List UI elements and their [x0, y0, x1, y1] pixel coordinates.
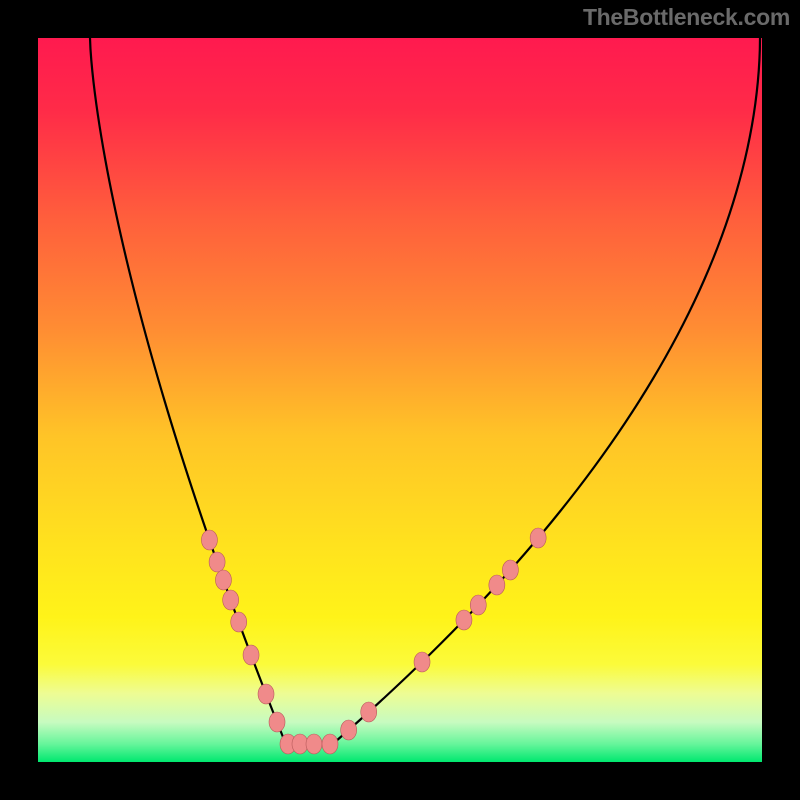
data-marker	[201, 530, 217, 550]
data-marker	[341, 720, 357, 740]
data-marker	[269, 712, 285, 732]
data-marker	[470, 595, 486, 615]
data-marker	[456, 610, 472, 630]
data-marker	[243, 645, 259, 665]
bottleneck-curve-chart	[0, 0, 800, 800]
data-marker	[258, 684, 274, 704]
data-marker	[502, 560, 518, 580]
chart-background	[38, 38, 762, 762]
data-marker	[414, 652, 430, 672]
data-marker	[292, 734, 308, 754]
data-marker	[361, 702, 377, 722]
data-marker	[223, 590, 239, 610]
data-marker	[530, 528, 546, 548]
data-marker	[489, 575, 505, 595]
data-marker	[209, 552, 225, 572]
chart-frame: TheBottleneck.com	[0, 0, 800, 800]
data-marker	[306, 734, 322, 754]
watermark-text: TheBottleneck.com	[583, 4, 790, 31]
data-marker	[215, 570, 231, 590]
data-marker	[231, 612, 247, 632]
data-marker	[322, 734, 338, 754]
